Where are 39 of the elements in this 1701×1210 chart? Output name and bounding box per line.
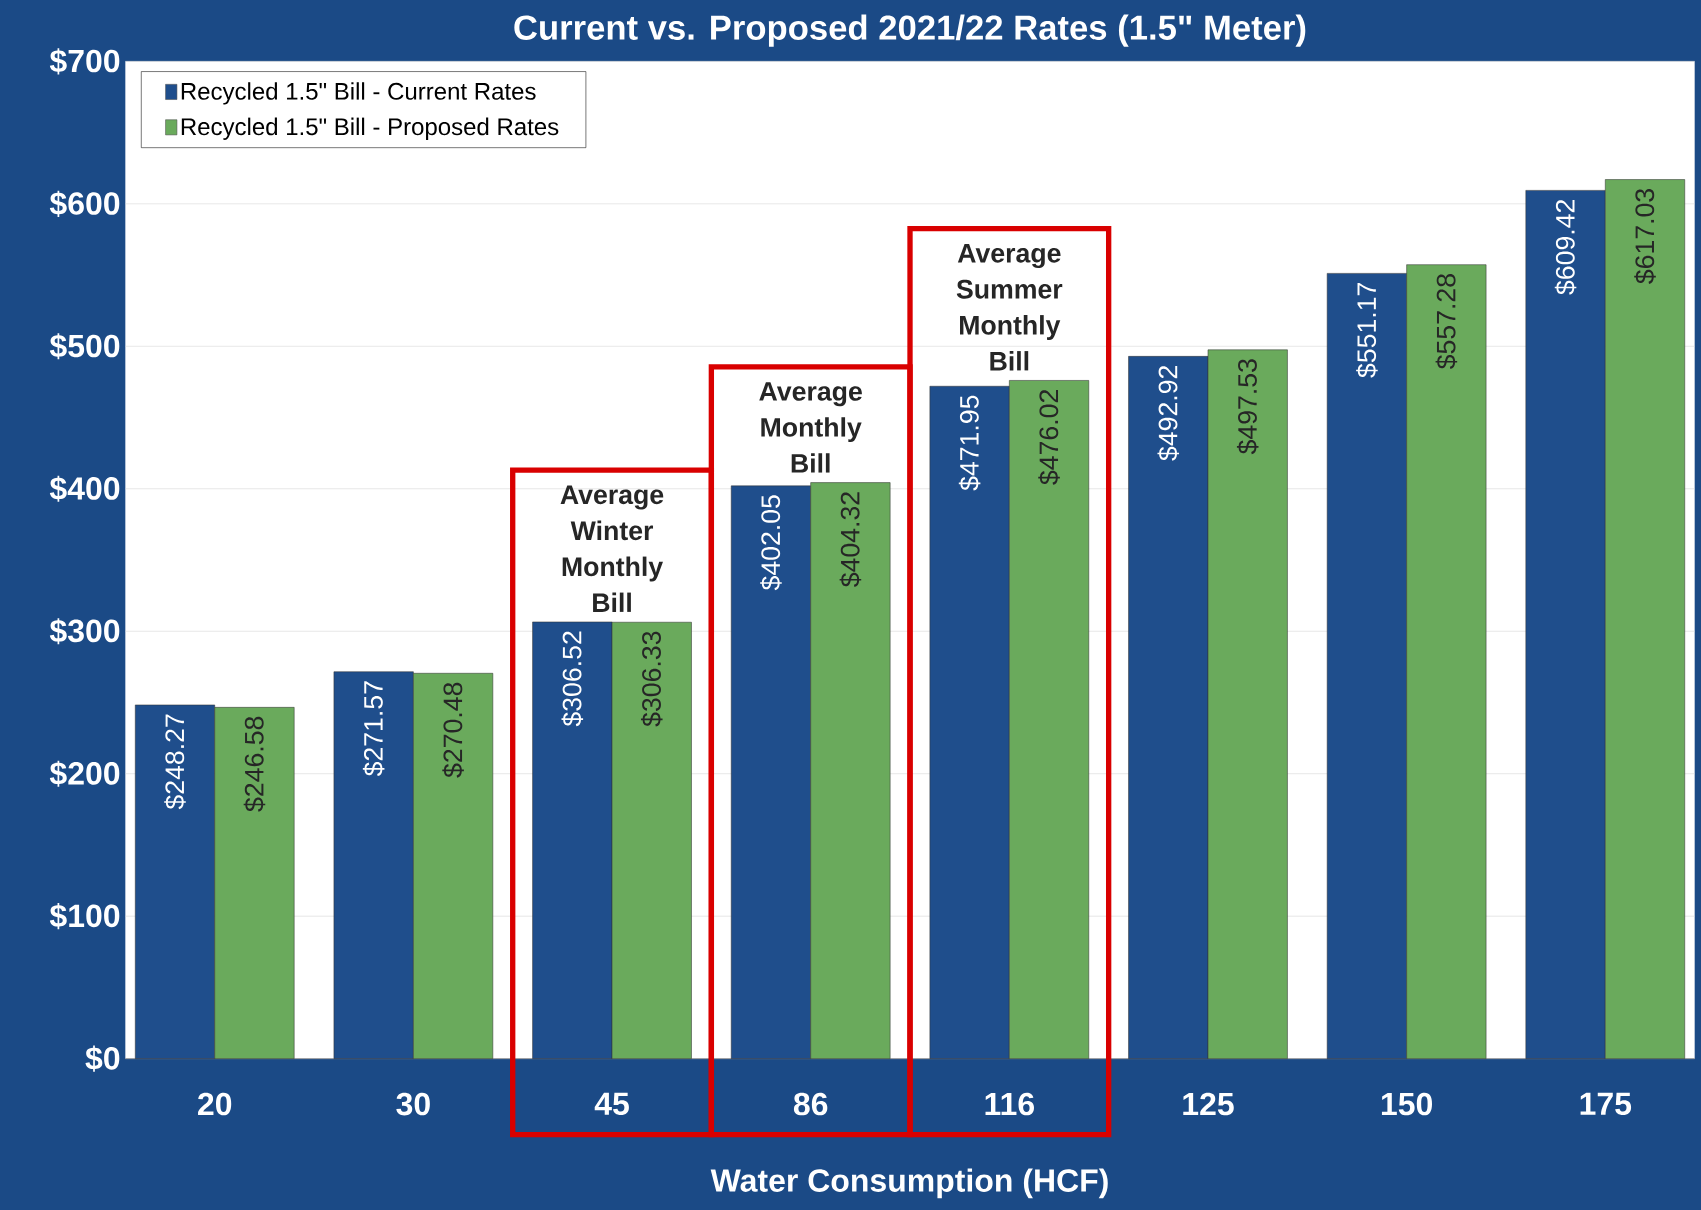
legend-label: Recycled 1.5" Bill - Proposed Rates: [181, 117, 559, 140]
data-label: $246.58: [243, 716, 266, 812]
data-label: $404.32: [839, 492, 862, 587]
x-tick-label: 116: [985, 1092, 1034, 1116]
y-tick-label: $0: [85, 1045, 120, 1072]
data-label: $557.28: [1435, 274, 1458, 370]
data-label: $248.27: [164, 714, 186, 810]
annotation: Average Summer Monthly Bill: [956, 244, 1063, 371]
data-label: $617.03: [1634, 189, 1656, 284]
annotation: Average Monthly Bill: [759, 382, 862, 473]
data-label: $306.52: [561, 631, 584, 727]
annotation: Average Winter Monthly Bill: [560, 485, 664, 612]
data-label: $497.53: [1236, 359, 1259, 455]
y-tick-label: $100: [49, 903, 120, 930]
data-label: $609.42: [1554, 200, 1577, 295]
y-tick-label: $400: [49, 475, 120, 502]
y-tick-label: $600: [49, 190, 120, 217]
x-tick-label: 150: [1381, 1092, 1433, 1116]
data-label: $476.02: [1038, 390, 1060, 485]
data-label: $551.17: [1356, 283, 1378, 378]
data-label: $402.05: [760, 495, 782, 591]
x-tick-label: 45: [594, 1092, 629, 1116]
data-label: $492.92: [1157, 366, 1180, 461]
chart-title: Current vs. Proposed 2021/22 Rates (1.5" Meter): [514, 14, 1306, 47]
data-label: $271.57: [362, 681, 385, 777]
y-tick-label: $200: [49, 760, 120, 787]
data-label: $471.95: [958, 395, 981, 491]
x-tick-label: 125: [1183, 1092, 1234, 1116]
x-tick-label: 175: [1580, 1092, 1632, 1116]
legend-label: Recycled 1.5" Bill - Current Rates: [181, 82, 536, 105]
data-label: $306.33: [640, 631, 663, 727]
x-tick-label: 30: [396, 1092, 430, 1116]
x-axis-title: Water Consumption (HCF): [710, 1168, 1108, 1199]
x-tick-label: 86: [793, 1092, 828, 1116]
y-tick-label: $500: [49, 333, 120, 360]
x-tick-label: 20: [198, 1092, 232, 1116]
y-tick-label: $700: [49, 48, 120, 75]
y-tick-label: $300: [49, 618, 120, 645]
data-label: $270.48: [442, 682, 464, 778]
